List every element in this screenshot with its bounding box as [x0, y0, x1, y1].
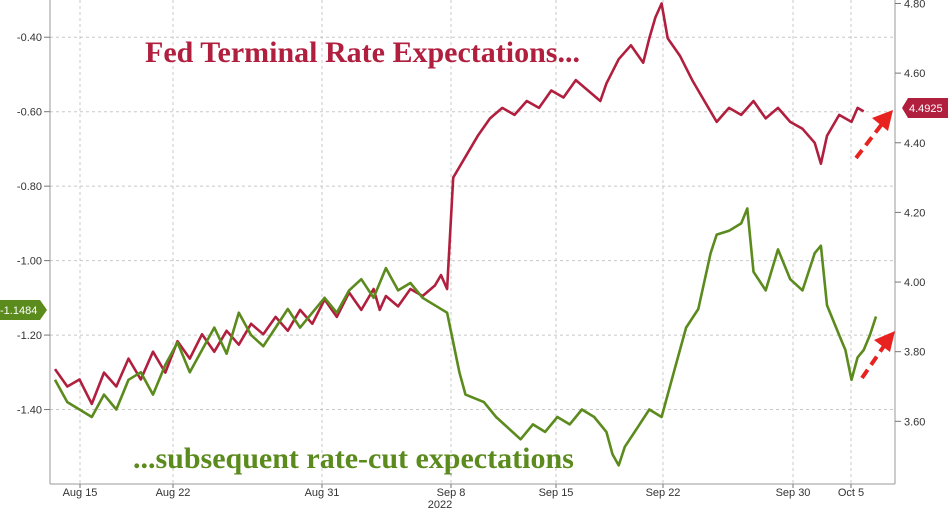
left-tick-label: -0.80	[17, 181, 42, 193]
last-value-label-red: 4.4925	[909, 103, 943, 115]
x-tick-label: Aug 15	[63, 487, 98, 499]
red-arrow-upper	[854, 110, 893, 160]
x-tick-label: Aug 31	[305, 487, 340, 499]
last-value-badge-green: -1.1484	[0, 300, 47, 320]
left-tick-label: -0.60	[17, 107, 42, 119]
x-tick-label: Aug 22	[156, 487, 191, 499]
right-axis-ticks: 4.80 4.60 4.40 4.20 4.00 3.80 3.60	[895, 0, 925, 428]
right-tick-label: 4.60	[904, 68, 925, 80]
x-axis-year: 2022	[428, 499, 452, 511]
x-axis-ticks: Aug 15 Aug 22 Aug 31 Sep 8 Sep 15 Sep 22 Sep 3…	[63, 484, 864, 499]
right-tick-label: 3.80	[904, 347, 925, 359]
annotation-arrows	[854, 110, 895, 380]
left-tick-label: -1.20	[17, 330, 42, 342]
left-tick-label: -1.40	[17, 405, 42, 417]
red-arrow-lower	[860, 331, 895, 380]
gridlines	[50, 0, 895, 484]
x-tick-label: Sep 30	[776, 487, 811, 499]
last-value-label-green: -1.1484	[0, 305, 37, 317]
x-tick-label: Sep 8	[437, 487, 466, 499]
left-axis-ticks: -0.40 -0.60 -0.80 -1.00 -1.20 -1.40	[17, 32, 50, 417]
left-tick-label: -1.00	[17, 256, 42, 268]
left-tick-label: -0.40	[17, 32, 42, 44]
x-tick-label: Oct 5	[838, 487, 864, 499]
right-tick-label: 4.40	[904, 138, 925, 150]
chart-title: Fed Terminal Rate Expectations...	[145, 36, 580, 69]
right-tick-label: 3.60	[904, 416, 925, 428]
right-tick-label: 4.20	[904, 207, 925, 219]
series-line-terminal-rate	[53, 2, 865, 406]
series-layer	[53, 2, 878, 467]
last-value-badge-red: 4.4925	[902, 98, 948, 118]
x-tick-label: Sep 15	[539, 487, 574, 499]
series-line-rate-cut	[53, 207, 878, 467]
right-tick-label: 4.80	[904, 0, 925, 10]
chart-subtitle: ...subsequent rate-cut expectations	[133, 442, 574, 475]
x-tick-label: Sep 22	[646, 487, 681, 499]
right-tick-label: 4.00	[904, 277, 925, 289]
